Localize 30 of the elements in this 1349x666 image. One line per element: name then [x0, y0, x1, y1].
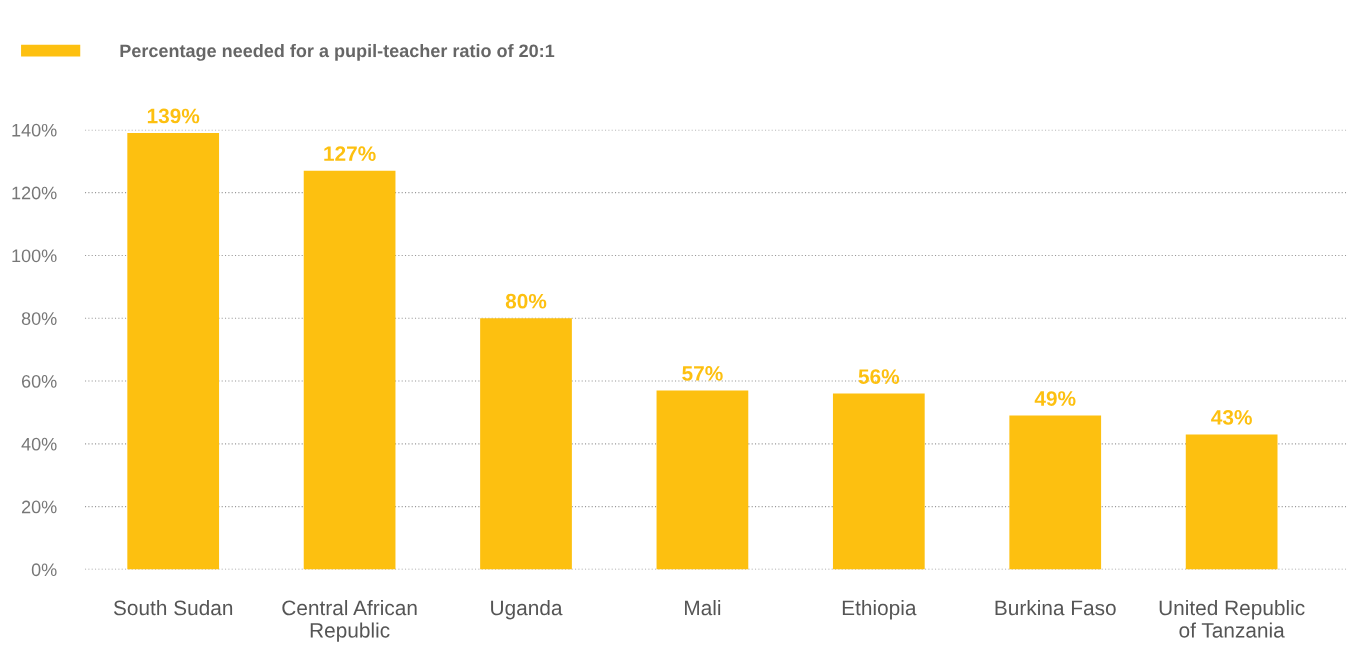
- x-tick-label: Uganda: [491, 599, 563, 620]
- x-tick-label: Mali: [685, 599, 721, 616]
- bar: [656, 390, 749, 570]
- bar: [1009, 415, 1102, 570]
- bar: [1185, 434, 1278, 570]
- bar: [303, 170, 396, 570]
- x-tick-label: Ethiopia: [842, 599, 917, 620]
- bar: [832, 393, 925, 570]
- y-tick-label: 60%: [21, 374, 57, 388]
- y-tick-label: 100%: [12, 249, 57, 263]
- y-tick-label: 120%: [12, 186, 57, 200]
- bar: [127, 133, 220, 570]
- data-label: 57%: [682, 366, 723, 381]
- data-label: 56%: [858, 369, 900, 384]
- y-tick-label: 20%: [21, 500, 57, 514]
- data-label: 139%: [147, 108, 200, 124]
- x-tick-label: South Sudan: [113, 599, 233, 616]
- y-tick-label: 40%: [21, 437, 57, 451]
- x-tick-label: Burkina Faso: [995, 599, 1116, 616]
- y-tick-label: 80%: [21, 312, 57, 325]
- data-label: 127%: [324, 146, 376, 161]
- y-tick-label: 140%: [12, 123, 57, 137]
- legend-label: Percentage needed for a pupil-teacher ratio of 20:1: [120, 43, 555, 61]
- x-tick-label: Central African Republic: [282, 599, 417, 642]
- data-label: 43%: [1211, 410, 1252, 425]
- data-label: 80%: [505, 293, 547, 309]
- x-tick-label: United Republic of Tanzania: [1159, 599, 1305, 638]
- bar: [480, 318, 572, 570]
- data-label: 49%: [1034, 391, 1076, 406]
- y-tick-label: 0%: [31, 563, 57, 577]
